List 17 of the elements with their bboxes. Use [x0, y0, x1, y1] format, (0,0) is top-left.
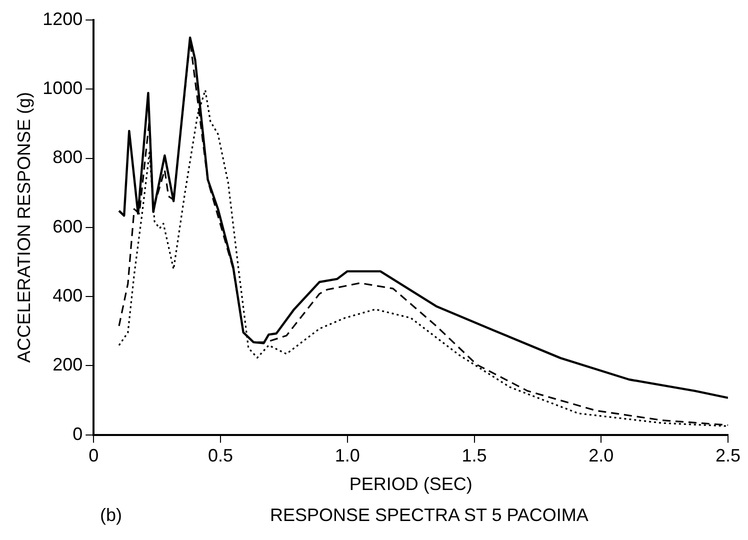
- text: (b): [100, 505, 122, 526]
- x-tick-label: 0.5: [208, 446, 234, 466]
- x-tick-label: 2.0: [588, 446, 614, 466]
- y-tick-label: 800: [52, 147, 83, 168]
- x-axis-title: PERIOD (SEC): [349, 474, 472, 494]
- text: RESPONSE SPECTRA ST 5 PACOIMA: [270, 505, 588, 526]
- y-tick-label: 1000: [42, 78, 83, 98]
- y-tick-label: 1200: [42, 8, 83, 29]
- x-tick-label: 0: [88, 446, 99, 466]
- y-axis-title: ACCELERATION RESPONSE (g): [14, 92, 34, 363]
- x-tick-label: 1.0: [334, 446, 360, 466]
- x-tick-label: 1.5: [462, 446, 487, 466]
- x-tick-label: 2.5: [715, 446, 741, 466]
- y-tick-label: 600: [52, 216, 83, 236]
- y-tick-label: 400: [52, 286, 83, 306]
- y-tick-label: 200: [52, 354, 83, 375]
- y-tick-label: 0: [72, 424, 83, 444]
